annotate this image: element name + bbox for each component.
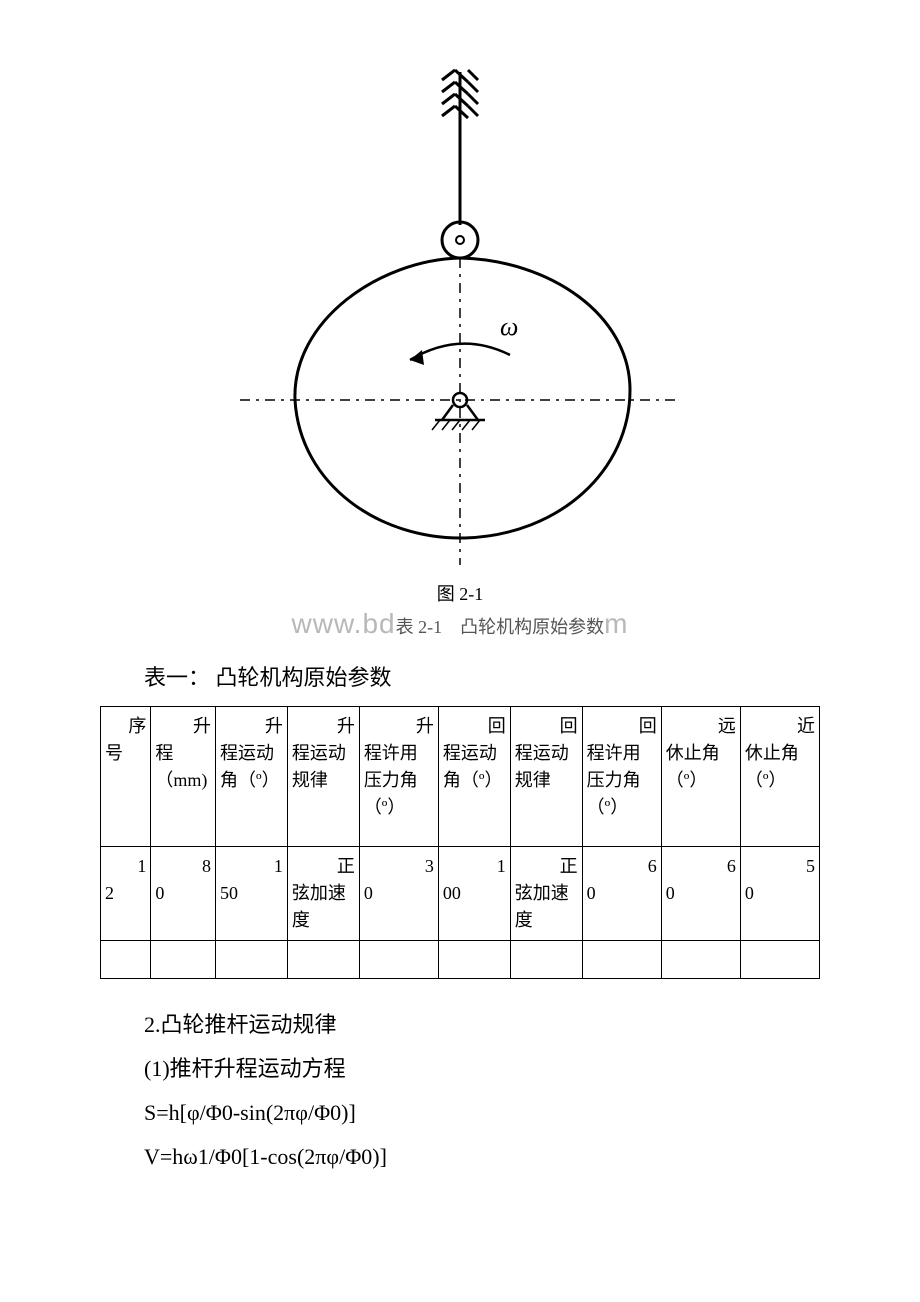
hdr-cell: 程运动规律 (515, 740, 578, 794)
data-cell: 00 (443, 880, 506, 907)
hdr-cell: 升 (292, 713, 355, 740)
section-heading: 2.凸轮推杆运动规律 (100, 1003, 820, 1047)
hdr-cell: 升 (220, 713, 283, 740)
data-cell: 6 (587, 853, 657, 880)
table-header-row: 序号 升程（mm) 升程运动角（º） 升程运动规律 升程许用压力角（º） 回程运… (101, 707, 820, 847)
parameter-table: 序号 升程（mm) 升程运动角（º） 升程运动规律 升程许用压力角（º） 回程运… (100, 706, 820, 979)
cam-diagram: ω (210, 60, 710, 580)
hdr-cell: 程许用压力角（º） (587, 740, 657, 821)
data-cell: 50 (220, 880, 283, 907)
table-empty-row (101, 941, 820, 979)
hdr-cell: 程运动角（º） (443, 740, 506, 794)
hdr-cell: 升 (155, 713, 211, 740)
data-cell: 0 (155, 880, 211, 907)
data-cell: 0 (364, 880, 434, 907)
hdr-cell: 回 (443, 713, 506, 740)
data-cell: 5 (745, 853, 815, 880)
hdr-cell: 远 (666, 713, 736, 740)
data-cell: 1 (220, 853, 283, 880)
hdr-cell: 序 (105, 713, 146, 740)
data-cell: 2 (105, 880, 146, 907)
hdr-cell: 休止角（º） (666, 740, 736, 794)
subsection-heading: (1)推杆升程运动方程 (100, 1047, 820, 1091)
cam-diagram-container: ω (100, 60, 820, 580)
omega-label: ω (500, 312, 518, 341)
hdr-cell: 近 (745, 713, 815, 740)
formula-s: S=h[φ/Φ0-sin(2πφ/Φ0)] (100, 1091, 820, 1135)
data-cell: 0 (587, 880, 657, 907)
table-title: 表一： 凸轮机构原始参数 (100, 660, 820, 692)
data-cell: 1 (105, 853, 146, 880)
hdr-cell: 升 (364, 713, 434, 740)
table-caption-2-1: 表 2-1 凸轮机构原始参数 (396, 617, 605, 637)
watermark-right: m (604, 608, 628, 639)
formula-v: V=hω1/Φ0[1-cos(2πφ/Φ0)] (100, 1135, 820, 1179)
hdr-cell: 程运动规律 (292, 740, 355, 794)
figure-caption: 图 2-1 (100, 580, 820, 606)
data-cell: 6 (666, 853, 736, 880)
data-cell: 3 (364, 853, 434, 880)
table-data-row: 12 80 150 正弦加速度 30 100 正弦加速度 60 60 50 (101, 847, 820, 941)
watermark-row: www.bd表 2-1 凸轮机构原始参数m (100, 608, 820, 640)
hdr-cell: 休止角（º） (745, 740, 815, 794)
data-cell: 1 (443, 853, 506, 880)
hdr-cell: 回 (515, 713, 578, 740)
hdr-cell: 程运动角（º） (220, 740, 283, 794)
data-cell: 8 (155, 853, 211, 880)
data-cell: 弦加速度 (292, 880, 355, 934)
hdr-cell: 程（mm) (155, 740, 211, 794)
watermark-left: www. (292, 608, 363, 639)
data-cell: 0 (666, 880, 736, 907)
hdr-cell: 回 (587, 713, 657, 740)
hdr-cell: 号 (105, 740, 146, 767)
data-cell: 0 (745, 880, 815, 907)
data-cell: 弦加速度 (515, 880, 578, 934)
data-cell: 正 (515, 853, 578, 880)
hdr-cell: 程许用压力角（º） (364, 740, 434, 821)
data-cell: 正 (292, 853, 355, 880)
